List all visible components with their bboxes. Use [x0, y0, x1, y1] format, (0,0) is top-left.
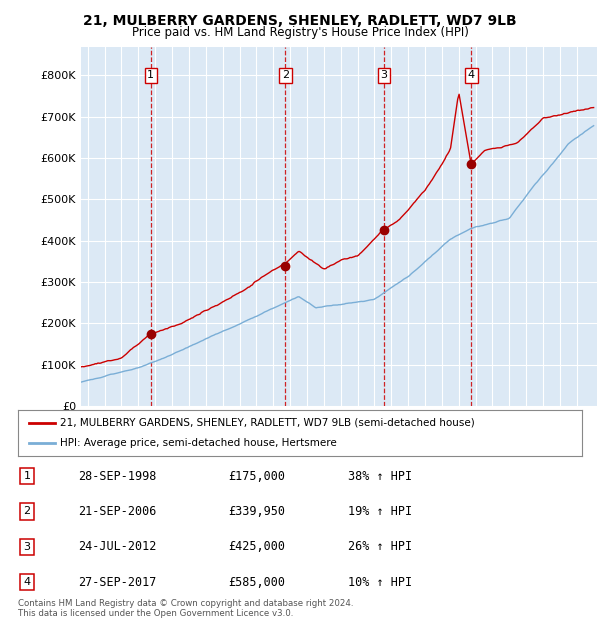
Text: 21, MULBERRY GARDENS, SHENLEY, RADLETT, WD7 9LB (semi-detached house): 21, MULBERRY GARDENS, SHENLEY, RADLETT, … — [60, 418, 475, 428]
Text: Price paid vs. HM Land Registry's House Price Index (HPI): Price paid vs. HM Land Registry's House … — [131, 26, 469, 39]
Text: £175,000: £175,000 — [228, 470, 285, 482]
Text: 26% ↑ HPI: 26% ↑ HPI — [348, 541, 412, 553]
Text: 21, MULBERRY GARDENS, SHENLEY, RADLETT, WD7 9LB: 21, MULBERRY GARDENS, SHENLEY, RADLETT, … — [83, 14, 517, 28]
Text: 19% ↑ HPI: 19% ↑ HPI — [348, 505, 412, 518]
Text: 2: 2 — [23, 507, 31, 516]
Text: 38% ↑ HPI: 38% ↑ HPI — [348, 470, 412, 482]
Text: 1: 1 — [23, 471, 31, 481]
Text: 2: 2 — [282, 71, 289, 81]
Text: HPI: Average price, semi-detached house, Hertsmere: HPI: Average price, semi-detached house,… — [60, 438, 337, 448]
Text: 4: 4 — [467, 71, 475, 81]
Text: 3: 3 — [23, 542, 31, 552]
Text: 4: 4 — [23, 577, 31, 587]
Text: 3: 3 — [380, 71, 388, 81]
Text: £339,950: £339,950 — [228, 505, 285, 518]
Text: 10% ↑ HPI: 10% ↑ HPI — [348, 576, 412, 588]
Text: 1: 1 — [148, 71, 154, 81]
Text: Contains HM Land Registry data © Crown copyright and database right 2024.
This d: Contains HM Land Registry data © Crown c… — [18, 599, 353, 618]
Text: 27-SEP-2017: 27-SEP-2017 — [78, 576, 157, 588]
Text: 21-SEP-2006: 21-SEP-2006 — [78, 505, 157, 518]
Text: 24-JUL-2012: 24-JUL-2012 — [78, 541, 157, 553]
Text: £585,000: £585,000 — [228, 576, 285, 588]
Text: £425,000: £425,000 — [228, 541, 285, 553]
Text: 28-SEP-1998: 28-SEP-1998 — [78, 470, 157, 482]
